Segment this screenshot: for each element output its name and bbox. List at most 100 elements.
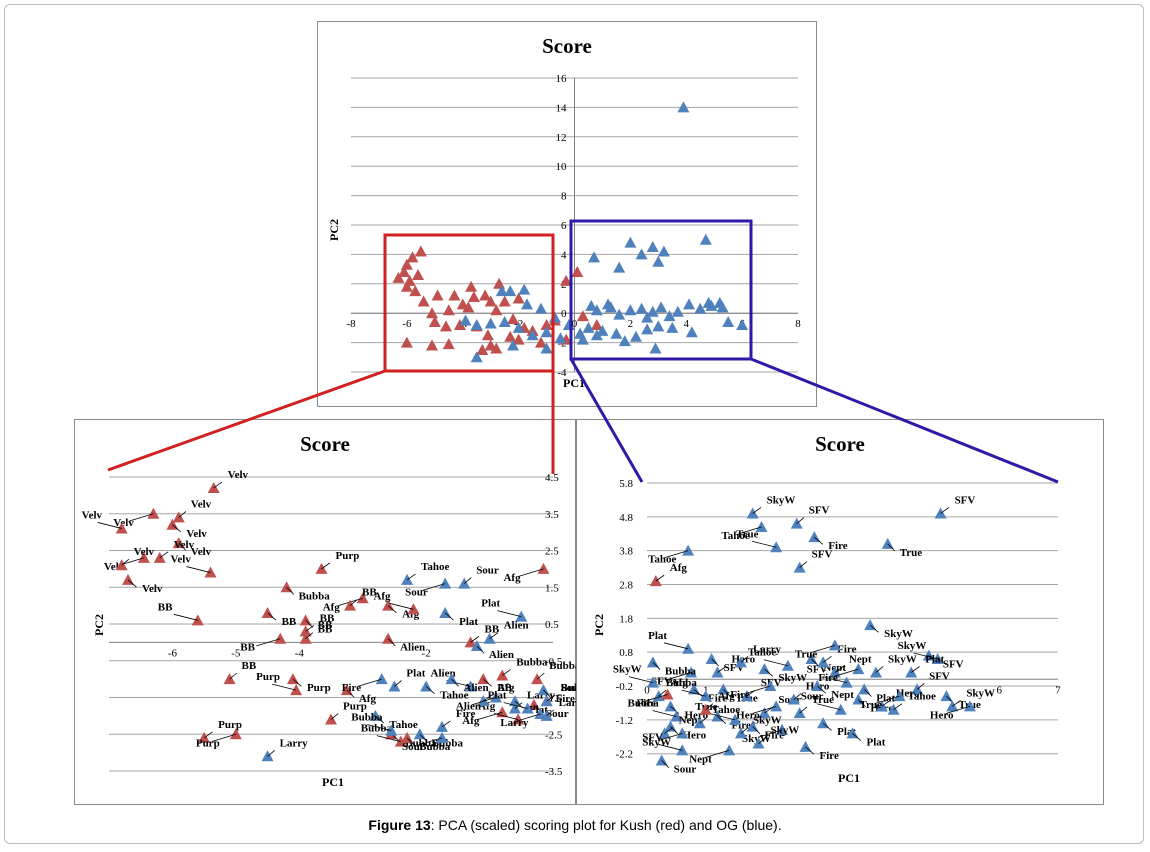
overview-score-panel: Score -4-20246810121416-8-6-4-202468PC2P… [317,21,817,407]
point-label: Fire [820,750,839,762]
label-leader [661,760,670,768]
og-point [776,724,789,736]
label-leader [869,624,879,633]
point-label: Fire [555,693,574,705]
label-leader [693,689,703,697]
label-leader [799,706,808,714]
point-label: Bubba [549,660,581,672]
point-label: SkyW [771,725,800,737]
label-leader [711,658,720,667]
label-leader [321,562,331,570]
og-point [746,507,759,519]
label-leader [546,709,555,717]
og-point [858,683,871,695]
point-label: Larry [753,643,782,655]
label-leader [793,693,802,700]
point-label: Hero [930,709,954,721]
label-leader [740,727,749,734]
og-point [770,541,783,553]
point-label: Bubba [628,697,660,709]
label-leader [664,642,689,650]
og-zoom-score-panel: Score 5.84.83.82.81.80.8-0.2-1.2-2.20167… [576,419,1104,805]
point-label: Plat [876,692,895,704]
og-point [828,639,841,651]
label-leader [127,579,137,588]
label-leader [852,733,862,741]
x-tick-label: -8 [346,318,356,330]
point-label: Fire [636,697,655,709]
point-label: True [736,528,759,540]
x-tick-label: -4 [295,647,305,659]
og-point [764,680,777,692]
point-label: SkyW [966,687,995,699]
og-point [401,573,414,585]
og-point [658,727,671,739]
kush-point [464,636,477,648]
kush-point [465,280,478,292]
label-leader [652,662,661,670]
point-label: Purp [218,719,242,731]
kush-point [382,632,395,644]
y-tick-label: 0 [561,308,567,320]
label-leader [375,715,385,724]
kush-point [417,295,430,307]
kush-point [512,713,525,725]
label-leader [875,695,900,704]
point-label: SkyW [898,640,927,652]
og-point [717,683,730,695]
point-label: SkyW [742,733,771,745]
point-label: BB [282,616,297,628]
og-point [655,754,668,766]
label-leader [444,612,454,621]
og-point [682,544,695,556]
kush-point [299,614,312,626]
point-label: Hero [682,730,706,742]
label-leader [203,731,213,739]
point-label: Afg [503,572,521,584]
og-point [477,695,490,707]
label-leader [740,656,749,663]
x-tick-label: 2 [628,318,634,330]
label-leader [858,699,866,708]
label-leader [710,713,736,721]
point-label: Bubba [666,677,698,689]
og-point [652,320,665,332]
label-leader [346,689,355,698]
og-point [934,507,947,519]
label-leader [945,705,971,714]
label-leader [159,551,169,559]
x-tick-label: -2 [422,647,431,659]
y-tick-label: 3.8 [619,546,633,558]
label-leader [267,612,277,621]
point-label: Bubba [351,712,383,724]
label-leader [913,652,938,660]
y-tick-label: 10 [556,161,568,173]
point-label: Purp [335,550,359,562]
label-leader [546,694,556,702]
point-label: Plat [648,630,667,642]
kush-point [315,562,328,574]
overview-plot: -4-20246810121416-8-6-4-202468PC2PC1 [327,73,801,390]
og-point [805,652,818,664]
x-tick-label: -5 [231,647,241,659]
label-leader [658,733,683,741]
label-leader [502,669,511,676]
label-leader [752,705,777,714]
og-point [834,703,847,715]
og-point [746,720,759,732]
label-leader [482,694,492,702]
point-label: Bubba [516,656,548,668]
og-point [677,101,690,113]
label-leader [178,511,187,518]
point-label: Alien [464,682,489,694]
label-leader [758,737,767,744]
og-point [852,663,865,675]
kush-point [191,614,204,626]
og-point [683,298,696,310]
label-leader [478,711,503,720]
point-label: BB [158,601,173,613]
label-leader [389,602,414,610]
og-point [852,693,865,705]
label-leader [172,524,182,533]
og-point [436,720,448,732]
